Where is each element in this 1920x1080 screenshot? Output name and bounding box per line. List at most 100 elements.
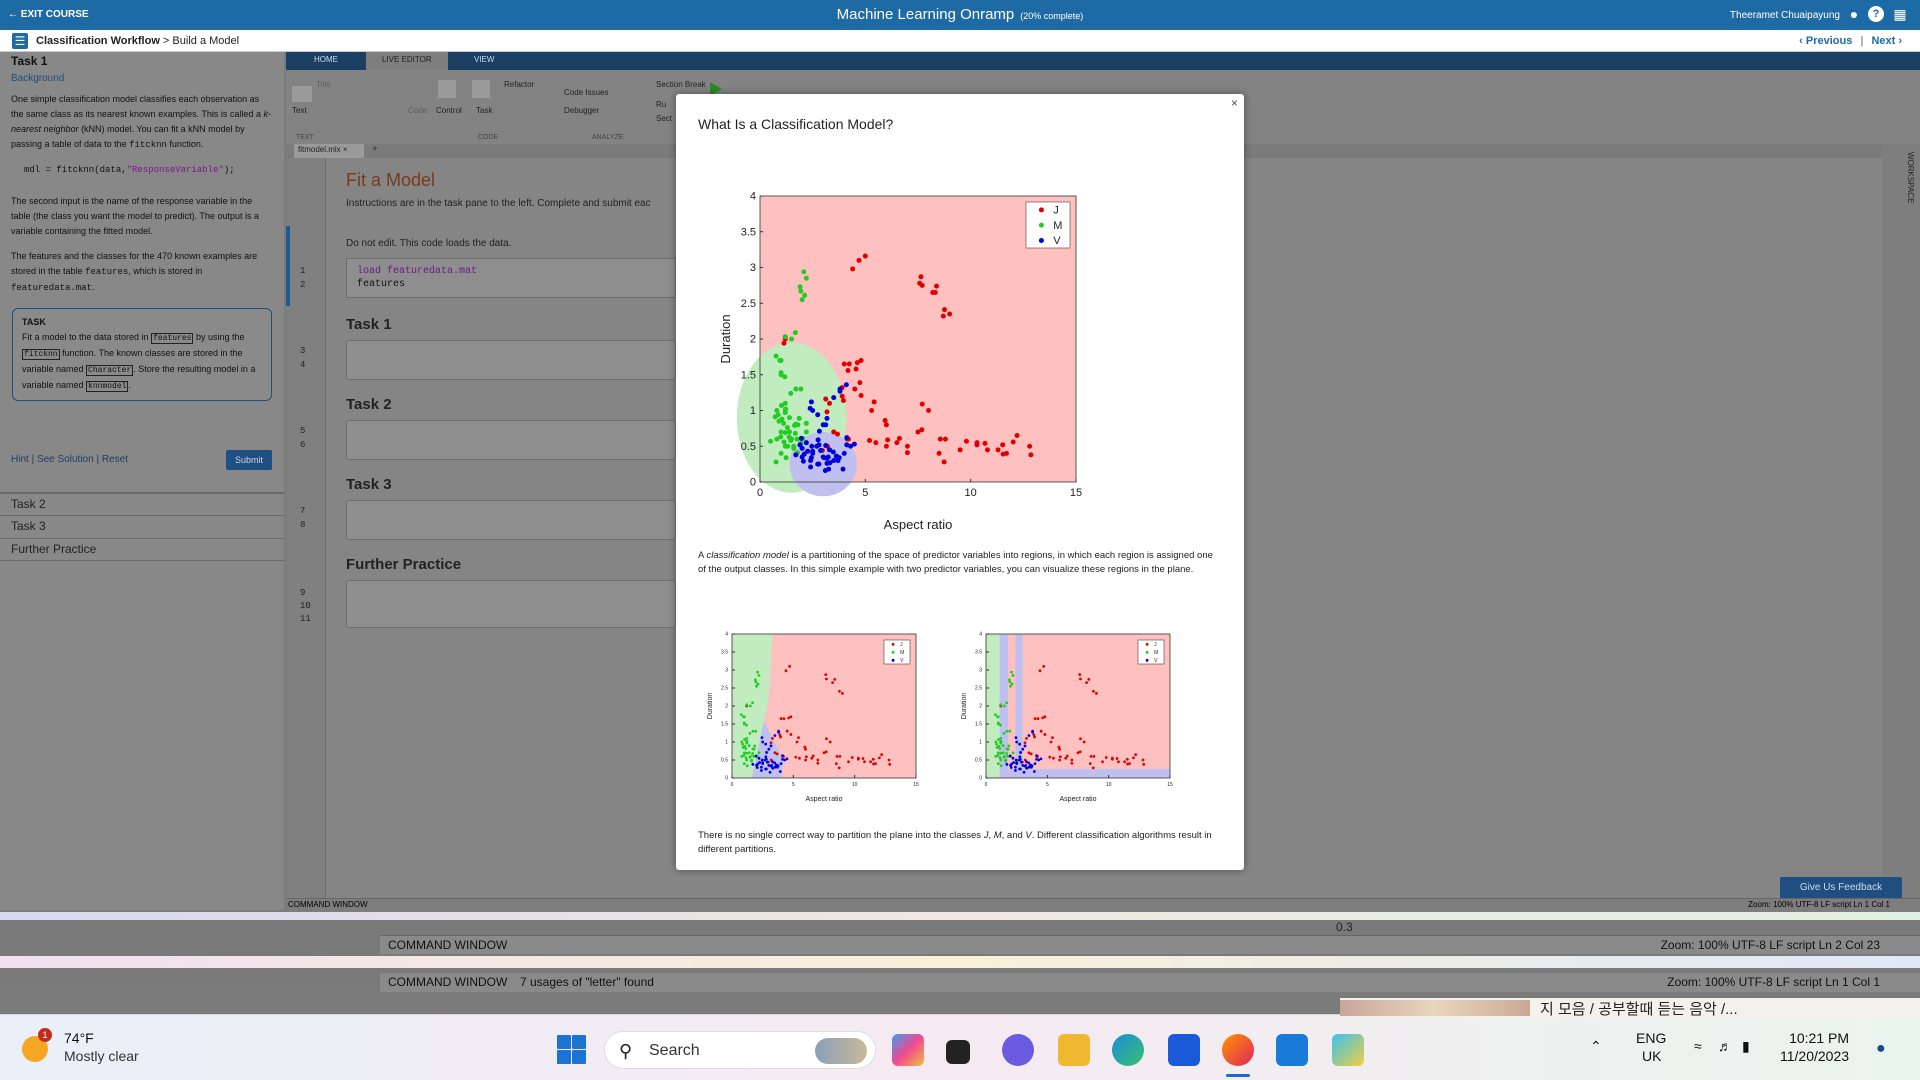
task3-code-input[interactable] — [346, 500, 676, 540]
title-style-dropdown[interactable]: Title — [316, 80, 331, 89]
task-button[interactable]: Task — [476, 106, 493, 115]
hint-link[interactable]: Hint — [11, 454, 29, 465]
text-icon[interactable] — [292, 86, 312, 102]
reset-link[interactable]: Reset — [101, 454, 128, 465]
data-point-v — [773, 765, 777, 769]
status-info: Zoom: 100% UTF-8 LF script Ln 1 Col 1 — [1667, 975, 1880, 989]
status-info: Zoom: 100% UTF-8 LF script Ln 2 Col 23 — [1660, 938, 1880, 952]
windows-start-icon[interactable] — [556, 1034, 586, 1064]
submit-button[interactable]: Submit — [226, 450, 272, 470]
task3-item[interactable]: Task 3 — [0, 515, 284, 537]
data-point-v — [807, 405, 813, 411]
y-axis-label: Duration — [718, 314, 733, 363]
workspace-strip[interactable]: WORKSPACE — [1882, 144, 1920, 898]
data-point-v — [837, 388, 843, 394]
code-issues-button[interactable]: Code Issues — [564, 88, 609, 97]
media-player-icon[interactable] — [1276, 1034, 1308, 1066]
control-button[interactable]: Control — [436, 106, 462, 115]
command-window-label[interactable]: COMMAND WINDOW — [288, 900, 368, 909]
app-icon[interactable] — [1332, 1034, 1364, 1066]
volume-icon[interactable]: ♬ — [1718, 1038, 1732, 1054]
battery-icon[interactable]: ▮ — [1742, 1038, 1750, 1054]
document-tab[interactable]: fitmodel.mlx × — [294, 144, 364, 158]
data-point-m — [1002, 755, 1006, 759]
task-icon[interactable] — [472, 80, 490, 98]
y-tick-label: 3 — [750, 262, 756, 274]
further-practice-item[interactable]: Further Practice — [0, 538, 284, 561]
task1-code-input[interactable] — [346, 340, 676, 380]
language-en[interactable]: ENG — [1636, 1030, 1667, 1046]
task-view-icon[interactable] — [946, 1040, 970, 1064]
give-feedback-button[interactable]: Give Us Feedback — [1780, 877, 1902, 899]
x-tick-label: 0 — [731, 782, 734, 788]
help-icon[interactable]: ? — [1868, 6, 1884, 22]
close-tab-icon[interactable]: × — [342, 145, 348, 154]
taskbar-search[interactable]: ⚲ Search — [604, 1031, 876, 1069]
tab-home[interactable]: HOME — [314, 55, 338, 64]
code-block-load[interactable]: load featuredata.mat features — [346, 258, 676, 298]
text-button[interactable]: Text — [292, 106, 307, 115]
tab-live-editor[interactable]: LIVE EDITOR — [366, 52, 448, 70]
data-point-m — [757, 751, 761, 755]
data-point-v — [844, 442, 850, 448]
run-section-button[interactable]: Ru — [656, 100, 667, 109]
wifi-icon[interactable]: ≈ — [1694, 1038, 1702, 1054]
data-point-v — [831, 395, 837, 401]
apps-grid-icon[interactable]: ▦ — [1893, 6, 1907, 22]
close-icon[interactable]: × — [1230, 96, 1238, 110]
run-icon[interactable] — [710, 82, 722, 96]
user-name[interactable]: Theeramet Chuaipayung — [1729, 10, 1840, 21]
code-button[interactable]: Code — [408, 106, 428, 115]
control-icon[interactable] — [438, 80, 456, 98]
data-point-v — [830, 449, 836, 455]
data-point-m — [784, 425, 790, 431]
previous-link[interactable]: ‹ Previous — [1799, 35, 1853, 47]
firefox-icon[interactable] — [1222, 1034, 1254, 1066]
data-point-j — [789, 733, 793, 736]
breadcrumb-parent[interactable]: Classification Workflow — [36, 35, 160, 47]
data-point-v — [801, 451, 807, 457]
data-point-v — [823, 443, 829, 449]
data-point-v — [840, 466, 846, 472]
further-code-input[interactable] — [346, 580, 676, 628]
task2-item[interactable]: Task 2 — [0, 492, 284, 515]
add-tab-icon[interactable]: + — [372, 144, 378, 155]
exit-course-link[interactable]: ← EXIT COURSE — [8, 9, 89, 20]
store-icon[interactable] — [1168, 1034, 1200, 1066]
data-point-j — [904, 450, 910, 456]
next-link[interactable]: Next › — [1871, 35, 1902, 47]
breadcrumb-current: Build a Model — [172, 35, 240, 47]
user-icon[interactable]: ● — [1849, 6, 1859, 22]
y-tick-label: 0.5 — [721, 758, 728, 764]
debugger-button[interactable]: Debugger — [564, 106, 600, 115]
media-title-bar[interactable]: 지 모음 / 공부할때 듣는 음악 /... — [1340, 998, 1920, 1018]
tab-view[interactable]: VIEW — [474, 55, 495, 64]
task2-code-input[interactable] — [346, 420, 676, 460]
data-point-j — [885, 437, 891, 443]
command-window-label[interactable]: COMMAND WINDOW — [388, 938, 508, 952]
data-point-j — [1058, 747, 1061, 751]
language-uk[interactable]: UK — [1642, 1048, 1662, 1064]
command-window-label[interactable]: COMMAND WINDOW — [388, 975, 508, 989]
chevron-up-icon[interactable]: ⌃ — [1590, 1038, 1602, 1054]
y-tick-label: 2.5 — [975, 686, 982, 692]
hamburger-menu-icon[interactable]: ☰ — [12, 33, 28, 49]
weather-condition: Mostly clear — [64, 1048, 139, 1064]
y-tick-label: 3 — [979, 668, 982, 674]
copilot-icon[interactable] — [892, 1034, 924, 1066]
teams-chat-icon[interactable] — [1002, 1034, 1034, 1066]
task1-heading[interactable]: Task 1 — [11, 54, 48, 68]
legend-label-m: M — [900, 650, 904, 656]
data-point-v — [1018, 742, 1022, 746]
legend-box — [1137, 639, 1165, 665]
clock[interactable]: 10:21 PM 11/20/2023 — [1780, 1030, 1849, 1064]
file-explorer-icon[interactable] — [1058, 1034, 1090, 1066]
data-point-j — [785, 729, 789, 733]
notification-bell-icon[interactable]: ● — [1876, 1040, 1886, 1057]
edge-icon[interactable] — [1112, 1034, 1144, 1066]
data-point-v — [851, 441, 857, 447]
see-solution-link[interactable]: See Solution — [36, 454, 94, 465]
do-not-edit-note: Do not edit. This code loads the data. — [346, 238, 512, 249]
refactor-button[interactable]: Refactor — [504, 80, 535, 89]
section-break-button[interactable]: Section Break — [656, 80, 706, 89]
